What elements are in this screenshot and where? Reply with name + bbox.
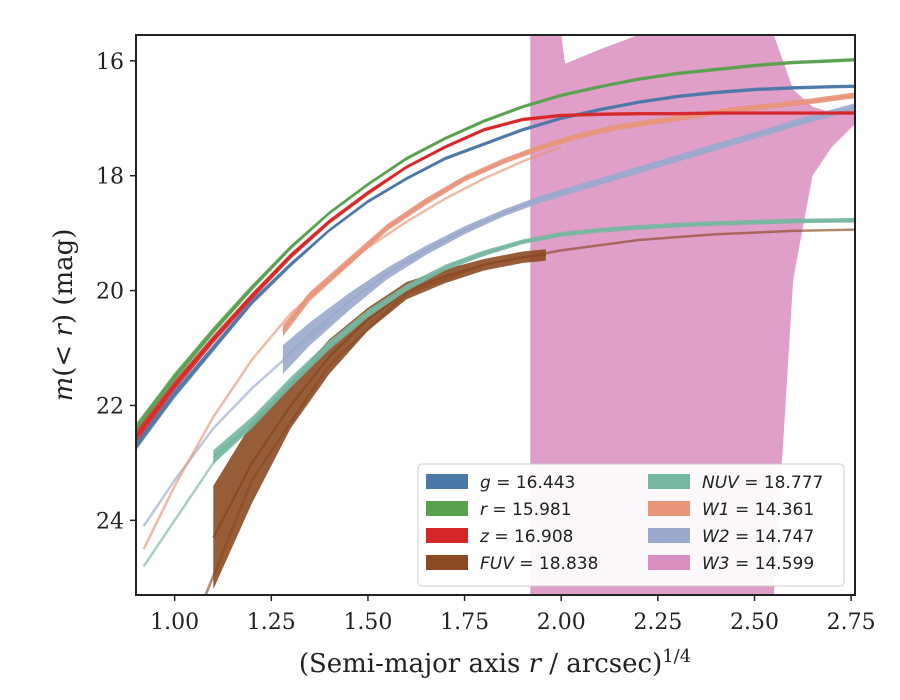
legend-swatch — [426, 555, 468, 570]
legend-item-w2: W2 = 14.747 — [648, 527, 814, 547]
x-tick-label: 1.00 — [150, 610, 199, 635]
legend-label: W1 = 14.361 — [702, 500, 814, 520]
plot-frame — [135, 34, 856, 596]
y-tick-label: 22 — [96, 394, 124, 419]
legend-label: W3 = 14.599 — [702, 554, 814, 574]
w2-line — [282, 105, 855, 361]
x-axis-label: (Semi-major axis r / arcsec)1/4 — [299, 646, 691, 679]
x-tick-label: 2.00 — [537, 610, 586, 635]
legend-swatch — [426, 528, 468, 543]
legend-swatch — [426, 501, 468, 516]
legend-box — [417, 463, 845, 587]
fuv-band — [213, 249, 546, 590]
g-line — [136, 85, 855, 447]
y-tick-label: 18 — [96, 165, 124, 190]
r-line — [136, 58, 855, 429]
legend-item-nuv: NUV = 18.777 — [648, 473, 823, 493]
legend-item-z: z = 16.908 — [426, 527, 573, 547]
w1-band — [282, 92, 855, 337]
legend-swatch — [648, 501, 690, 516]
fuv-line — [212, 254, 546, 539]
legend-item-fuv: FUV = 18.838 — [426, 554, 598, 574]
y-tick-label: 20 — [96, 280, 124, 305]
w1-line — [282, 94, 855, 332]
legend-swatch — [648, 555, 690, 570]
legend-swatch — [426, 474, 468, 489]
legend-label: NUV = 18.777 — [702, 473, 823, 493]
y-tick-label: 16 — [96, 50, 124, 75]
legend-label: W2 = 14.747 — [702, 527, 814, 547]
y-tick-label: 24 — [96, 509, 124, 534]
x-tick-label: 2.50 — [730, 610, 779, 635]
x-tick-label: 2.75 — [827, 610, 876, 635]
x-axis: 1.00 1.25 1.50 1.75 2.00 2.25 2.50 2.75 — [150, 595, 876, 635]
x-tick-label: 1.25 — [247, 610, 296, 635]
legend-label: r = 15.981 — [480, 500, 572, 520]
x-tick-label: 2.25 — [633, 610, 682, 635]
legend-item-g: g = 16.443 — [426, 473, 575, 493]
x-tick-label: 1.50 — [343, 610, 392, 635]
y-axis-label: m(< r) (mag) — [49, 229, 79, 402]
legend-label: FUV = 18.838 — [480, 554, 598, 574]
legend-item-w1: W1 = 14.361 — [648, 500, 814, 520]
legend: g = 16.443 r = 15.981 z = 16.908 FUV = 18.8… — [417, 463, 845, 587]
legend-label: z = 16.908 — [479, 527, 573, 547]
legend-item-w3: W3 = 14.599 — [648, 554, 814, 574]
x-tick-label: 1.75 — [440, 610, 489, 635]
legend-item-r: r = 15.981 — [426, 500, 572, 520]
legend-label: g = 16.443 — [480, 473, 575, 493]
legend-swatch — [648, 528, 690, 543]
series-layer — [136, 35, 855, 595]
z-line — [136, 112, 855, 438]
y-axis: 16 18 20 22 24 — [96, 50, 136, 534]
legend-swatch — [648, 474, 690, 489]
nuv-line — [212, 219, 855, 458]
